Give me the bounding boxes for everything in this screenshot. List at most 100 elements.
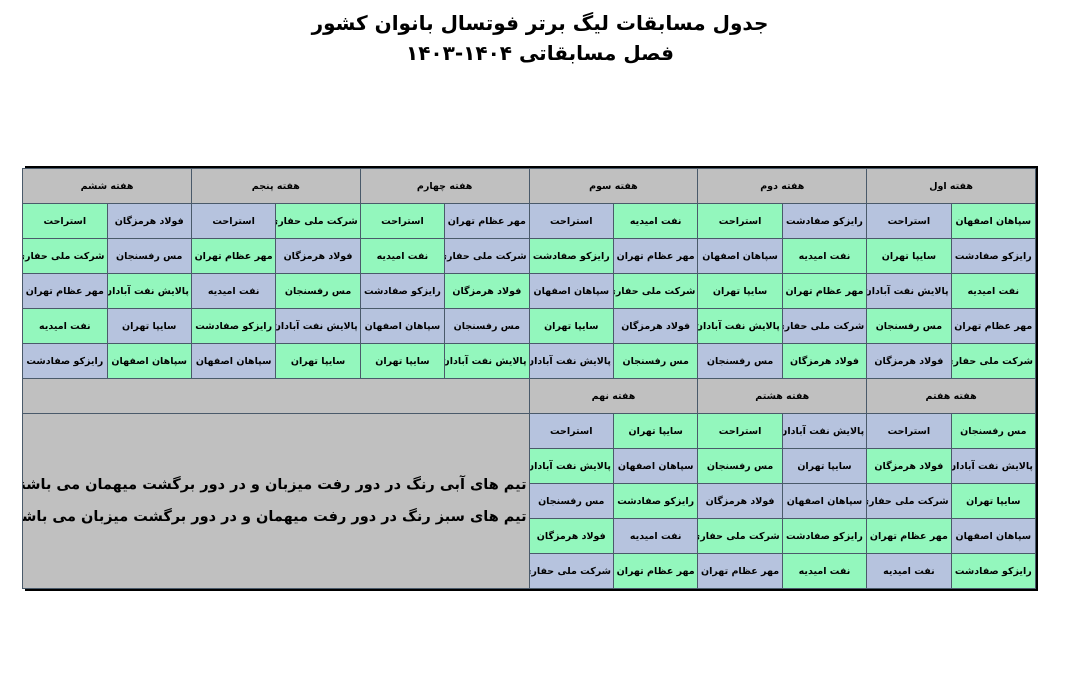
- match-team-home: مهر عظام تهران: [950, 308, 1037, 344]
- match-team-home: مس رفسنجان: [950, 413, 1037, 449]
- match-team-away: پالایش نفت آبادان: [866, 273, 952, 309]
- match-team-away: مس رفسنجان: [697, 343, 783, 379]
- match-team-away: استراحت: [359, 203, 446, 239]
- match-team-away: سایپا تهران: [359, 343, 446, 379]
- match-team-away: استراحت: [528, 203, 614, 239]
- match-team-away: شرکت ملی حفاری: [22, 238, 108, 274]
- week-header-6: هفته ششم: [22, 168, 192, 204]
- match-team-away: مهر عظام تهران: [866, 518, 952, 554]
- match-team-home: مس رفسنجان: [612, 343, 699, 379]
- match-team-home: مهر عظام تهران: [612, 553, 699, 589]
- match-team-home: فولاد هرمزگان: [781, 343, 868, 379]
- legend-line-blue: تیم های آبی رنگ در دور رفت میزبان و در د…: [22, 477, 527, 493]
- match-team-away: مس رفسنجان: [866, 308, 952, 344]
- week-header-row: هفته هفتم هفته هشتم هفته نهم: [22, 378, 1036, 414]
- match-team-away: سپاهان اصفهان: [697, 238, 783, 274]
- match-team-away: استراحت: [22, 203, 108, 239]
- match-team-away: استراحت: [866, 203, 952, 239]
- match-team-away: فولاد هرمزگان: [697, 483, 783, 519]
- match-team-home: سپاهان اصفهان: [781, 483, 868, 519]
- match-team-away: نفت امیدیه: [866, 553, 952, 589]
- week-header-9: هفته نهم: [528, 378, 699, 414]
- match-team-away: استراحت: [697, 203, 783, 239]
- match-row: پالایش نفت آبادان فولاد هرمزگان سایپا تهرا…: [23, 448, 1037, 484]
- title-line-1: جدول مسابقات لیگ برتر فوتسال بانوان کشور: [311, 11, 769, 35]
- match-team-home: فولاد هرمزگان: [444, 273, 530, 309]
- week-header-row: هفته اول هفته دوم هفته سوم هفته چهارم هفته پ…: [22, 168, 1036, 204]
- match-team-home: مس رفسنجان: [444, 308, 530, 344]
- match-team-away: شرکت ملی حفاری: [866, 483, 952, 519]
- match-row: سپاهان اصفهان مهر عظام تهران رایزکو صفادشت…: [23, 518, 1037, 554]
- match-team-home: شرکت ملی حفاری: [781, 308, 868, 344]
- match-team-home: شرکت ملی حفاری: [612, 273, 699, 309]
- match-team-home: نفت امیدیه: [781, 238, 868, 274]
- week-header-4: هفته چهارم: [359, 168, 530, 204]
- match-team-home: مس رفسنجان: [106, 238, 192, 274]
- match-team-home: فولاد هرمزگان: [612, 308, 699, 344]
- title-line-2: فصل مسابقاتی ۱۴۰۴-۱۴۰۳: [406, 41, 674, 65]
- match-team-home: نفت امیدیه: [781, 553, 868, 589]
- match-team-away: استراحت: [528, 413, 614, 449]
- match-team-away: مس رفسنجان: [528, 483, 614, 519]
- match-team-away: سپاهان اصفهان: [359, 308, 446, 344]
- match-team-home: نفت امیدیه: [612, 518, 699, 554]
- match-team-home: نفت امیدیه: [950, 273, 1037, 309]
- match-team-home: سایپا تهران: [950, 483, 1037, 519]
- match-team-away: سپاهان اصفهان: [528, 273, 614, 309]
- legend-note-box: تیم های آبی رنگ در دور رفت میزبان و در د…: [22, 413, 530, 589]
- match-team-home: شرکت ملی حفاری: [275, 203, 361, 239]
- match-team-home: مهر عظام تهران: [781, 273, 868, 309]
- match-team-away: استراحت: [190, 203, 277, 239]
- match-row: مهر عظام تهران مس رفسنجان شرکت ملی حفاری پا…: [22, 308, 1037, 344]
- match-team-home: رایزکو صفادشت: [950, 553, 1037, 589]
- match-team-home: پالایش نفت آبادان: [106, 273, 192, 309]
- week-header-1: هفته اول: [866, 168, 1036, 204]
- match-row: شرکت ملی حفاری فولاد هرمزگان فولاد هرمزگان…: [22, 343, 1037, 379]
- match-team-away: فولاد هرمزگان: [866, 448, 952, 484]
- match-team-away: مهر عظام تهران: [697, 553, 783, 589]
- match-row: مس رفسنجان استراحت پالایش نفت آبادان استراح…: [22, 413, 1037, 589]
- match-team-away: نفت امیدیه: [190, 273, 277, 309]
- match-team-away: استراحت: [697, 413, 783, 449]
- match-team-away: شرکت ملی حفاری: [528, 553, 614, 589]
- match-team-home: سپاهان اصفهان: [950, 518, 1037, 554]
- match-team-away: شرکت ملی حفاری: [697, 518, 783, 554]
- match-team-home: مس رفسنجان: [275, 273, 361, 309]
- match-team-home: فولاد هرمزگان: [275, 238, 361, 274]
- match-team-home: مهر عظام تهران: [612, 238, 699, 274]
- match-row: رایزکو صفادشت نفت امیدیه نفت امیدیه مهر عظا…: [23, 553, 1037, 589]
- match-team-home: سایپا تهران: [106, 308, 192, 344]
- match-team-away: مهر عظام تهران: [190, 238, 277, 274]
- page-title: جدول مسابقات لیگ برتر فوتسال بانوان کشور…: [0, 8, 1080, 68]
- match-team-away: پالایش نفت آبادان: [528, 448, 614, 484]
- match-team-away: رایزکو صفادشت: [528, 238, 614, 274]
- match-team-home: سپاهان اصفهان: [612, 448, 699, 484]
- match-row: رایزکو صفادشت سایپا تهران نفت امیدیه سپاهان…: [22, 238, 1037, 274]
- match-team-away: رایزکو صفادشت: [22, 343, 108, 379]
- match-team-home: فولاد هرمزگان: [106, 203, 192, 239]
- week-header-8: هفته هشتم: [697, 378, 868, 414]
- match-team-away: سپاهان اصفهان: [190, 343, 277, 379]
- legend-line-green: تیم های سبز رنگ در دور رفت میهمان و در د…: [22, 509, 527, 525]
- match-team-away: پالایش نفت آبادان: [697, 308, 783, 344]
- match-team-home: رایزکو صفادشت: [950, 238, 1037, 274]
- match-row: سپاهان اصفهان استراحت رایزکو صفادشت استراحت…: [22, 203, 1037, 239]
- match-team-home: مهر عظام تهران: [444, 203, 530, 239]
- match-team-away: استراحت: [866, 413, 952, 449]
- match-team-away: پالایش نفت آبادان: [528, 343, 614, 379]
- match-team-home: پالایش نفت آبادان: [444, 343, 530, 379]
- match-team-home: سپاهان اصفهان: [950, 203, 1037, 239]
- week-header-3: هفته سوم: [528, 168, 699, 204]
- match-team-away: رایزکو صفادشت: [190, 308, 277, 344]
- match-team-away: نفت امیدیه: [359, 238, 446, 274]
- week-header-5: هفته پنجم: [190, 168, 361, 204]
- match-team-home: پالایش نفت آبادان: [781, 413, 868, 449]
- match-team-away: مهر عظام تهران: [22, 273, 108, 309]
- match-team-home: سایپا تهران: [275, 343, 361, 379]
- match-team-home: سایپا تهران: [781, 448, 868, 484]
- match-row: نفت امیدیه پالایش نفت آبادان مهر عظام تهرا…: [22, 273, 1037, 309]
- week-header-7: هفته هفتم: [866, 378, 1036, 414]
- match-team-home: شرکت ملی حفاری: [444, 238, 530, 274]
- match-team-home: شرکت ملی حفاری: [950, 343, 1037, 379]
- match-team-home: رایزکو صفادشت: [781, 518, 868, 554]
